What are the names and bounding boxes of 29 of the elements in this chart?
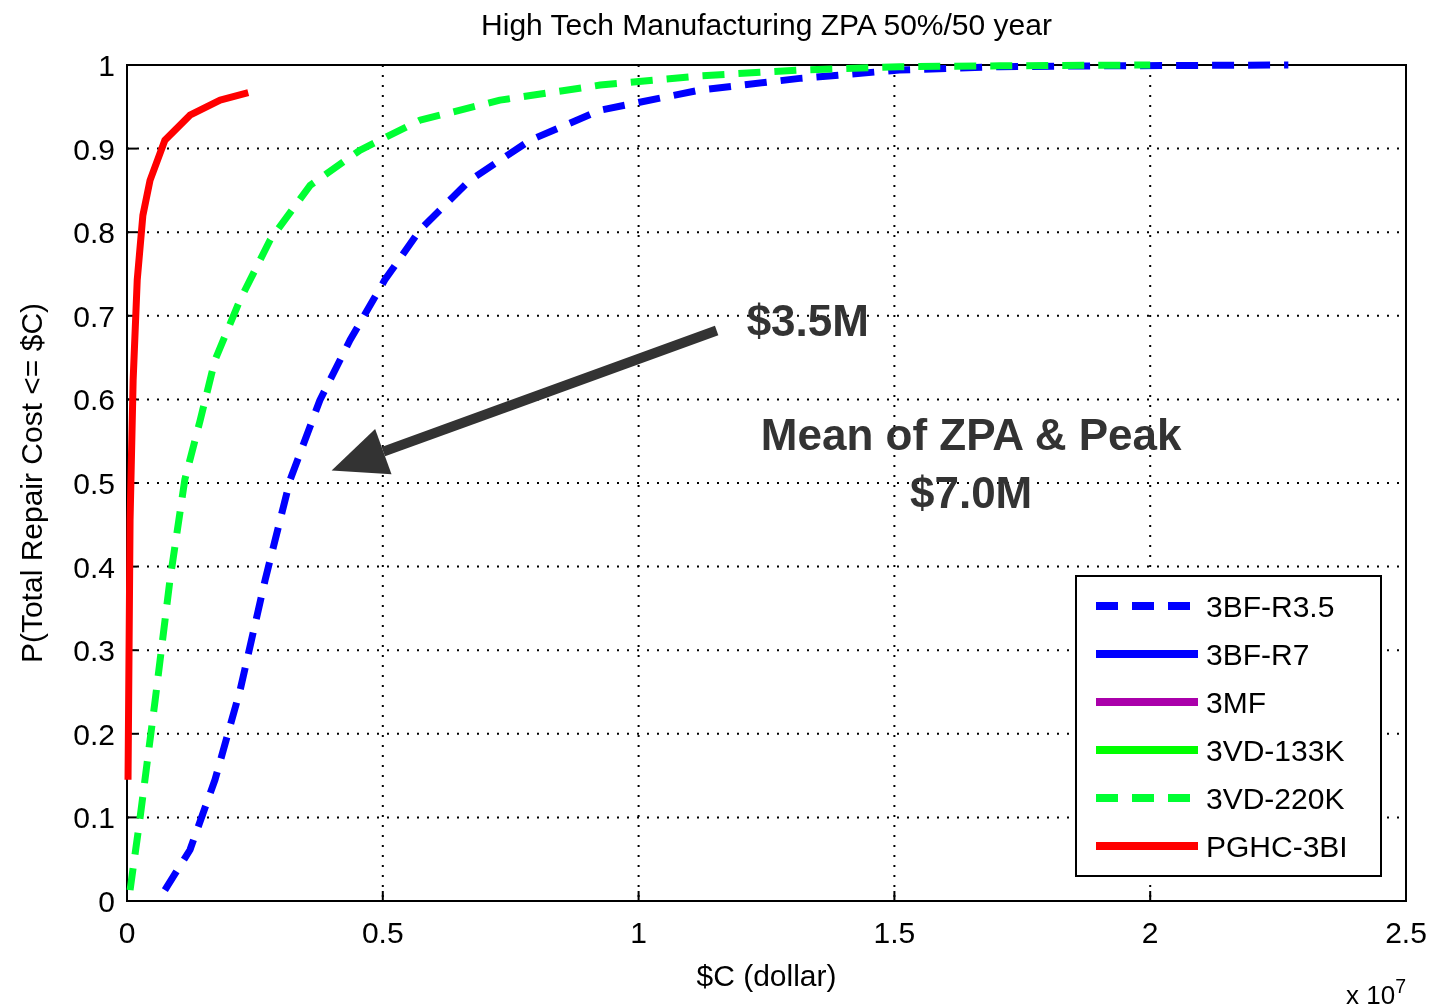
y-axis-title: P(Total Repair Cost <= $C) [15, 302, 48, 664]
x-tick-label: 1 [630, 916, 647, 949]
legend-label: PGHC-3BI [1206, 830, 1348, 863]
legend-label: 3VD-133K [1206, 734, 1345, 767]
legend-label: 3BF-R3.5 [1206, 590, 1335, 623]
y-tick-label: 0.3 [73, 634, 115, 668]
y-tick-label: 0.5 [73, 467, 115, 500]
x-tick-label: 0 [118, 916, 136, 949]
x-tick-label: 2 [1141, 916, 1159, 949]
x-tick-label: 1.5 [873, 916, 916, 949]
y-tick-label: 0.8 [73, 216, 115, 250]
y-tick-label: 0.6 [73, 383, 115, 417]
y-tick-label: 0 [98, 885, 115, 918]
y-tick-label: 0.2 [73, 717, 115, 751]
y-tick-label: 0.1 [73, 801, 115, 835]
y-tick-label: 0.9 [73, 132, 115, 166]
text: x 10$^{7}$ [1345, 975, 1406, 1008]
annotation: Mean of ZPA & Peak $7.0M [760, 409, 1182, 517]
x-tick-label: 0.5 [361, 916, 404, 949]
legend-label: 3BF-R7 [1206, 638, 1310, 671]
y-tick-label: 1 [98, 49, 115, 82]
legend-label: 3MF [1206, 686, 1266, 719]
chart-title: High Tech Manufacturing ZPA 50%/50 year [481, 8, 1052, 41]
x-axis-title: $C (dollar) [696, 959, 837, 992]
x-tick-label: 2.5 [1385, 916, 1427, 949]
y-tick-label: 0.4 [73, 550, 115, 584]
legend-label: 3VD-220K [1206, 782, 1345, 815]
annotation: $3.5M [746, 296, 869, 346]
y-tick-label: 0.7 [73, 299, 115, 333]
